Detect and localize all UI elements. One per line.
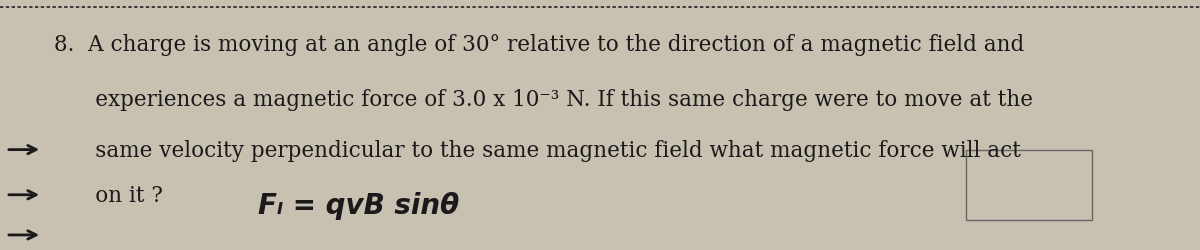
Text: same velocity perpendicular to the same magnetic field what magnetic force will : same velocity perpendicular to the same …	[54, 139, 1021, 161]
Text: 8.  A charge is moving at an angle of 30° relative to the direction of a magneti: 8. A charge is moving at an angle of 30°…	[54, 34, 1025, 56]
Text: Fₗ = qvB sinθ: Fₗ = qvB sinθ	[258, 191, 460, 219]
Text: on it ?: on it ?	[54, 184, 163, 206]
Text: experiences a magnetic force of 3.0 x 10⁻³ N. If this same charge were to move a: experiences a magnetic force of 3.0 x 10…	[54, 89, 1033, 111]
